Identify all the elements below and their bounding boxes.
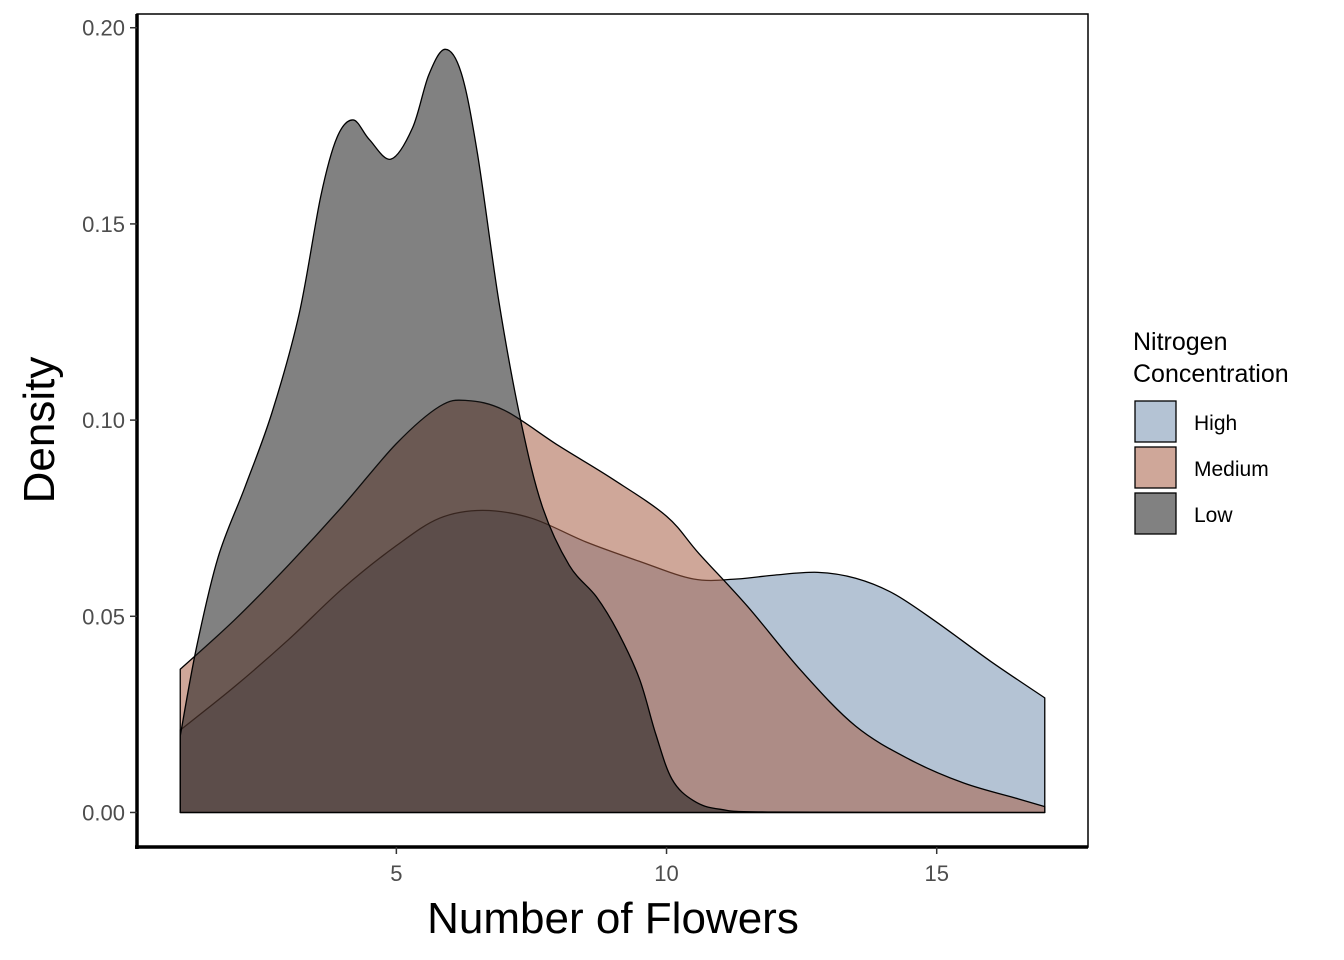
legend-swatch-low xyxy=(1134,492,1177,535)
x-tick-label: 10 xyxy=(654,861,678,886)
legend-label-high: High xyxy=(1194,412,1237,435)
legend-label-medium: Medium xyxy=(1194,458,1269,481)
density-area-low xyxy=(179,48,1046,814)
legend-title-line-2: Concentration xyxy=(1133,360,1289,388)
x-tick-label: 5 xyxy=(390,861,402,886)
y-tick-label: 0.10 xyxy=(82,408,125,433)
y-tick-label: 0.05 xyxy=(82,604,125,629)
legend-label-low: Low xyxy=(1194,504,1233,527)
axis-ticks: 0.00 0.05 0.10 0.15 0.20 5 10 15 xyxy=(82,16,949,886)
x-axis-title: Number of Flowers xyxy=(427,894,799,943)
density-areas xyxy=(179,48,1046,814)
legend-title-line-1: Nitrogen xyxy=(1133,328,1228,356)
legend-swatch-high xyxy=(1134,400,1177,443)
y-tick-label: 0.20 xyxy=(82,16,125,41)
legend-swatch-medium xyxy=(1134,446,1177,489)
legend-items: High Medium Low xyxy=(1134,400,1269,535)
y-tick-label: 0.00 xyxy=(82,800,125,825)
legend: Nitrogen Concentration High Medium Low xyxy=(1133,328,1289,535)
y-tick-label: 0.15 xyxy=(82,212,125,237)
y-axis-title: Density xyxy=(15,357,64,504)
x-tick-label: 15 xyxy=(924,861,948,886)
